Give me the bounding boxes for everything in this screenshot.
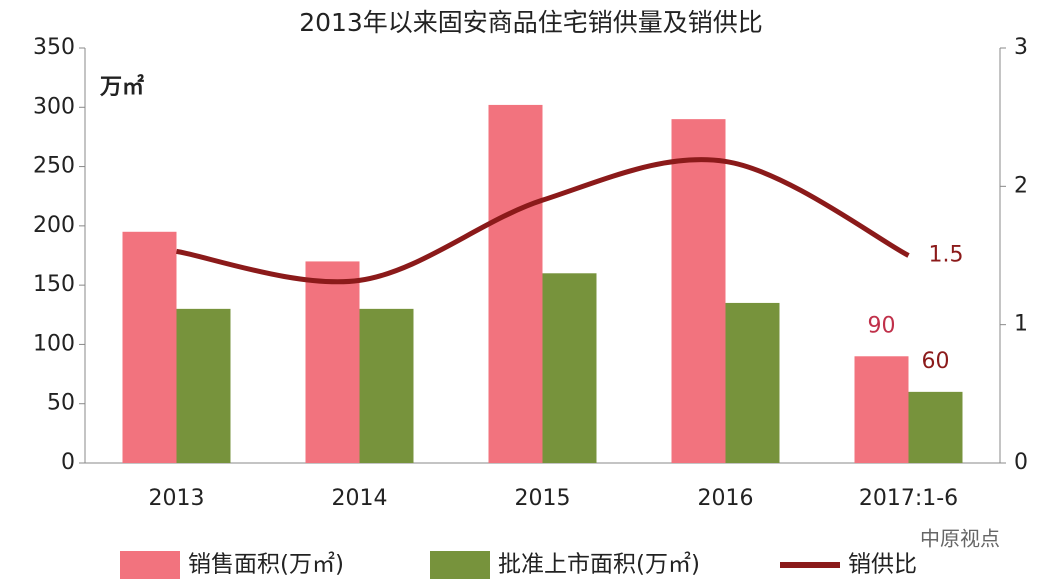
watermark: 中原视点 (920, 527, 1000, 551)
legend-swatch (430, 551, 490, 579)
y2-tick-label: 3 (1014, 35, 1028, 60)
y2-tick-label: 1 (1014, 312, 1028, 337)
line (176, 157, 910, 285)
bar (122, 231, 177, 463)
bar (908, 391, 963, 463)
data-label: 90 (868, 313, 896, 338)
y-unit: 万㎡ (99, 74, 144, 100)
y2-tick-label: 0 (1014, 450, 1028, 475)
bar (725, 302, 780, 463)
y2-tick-label: 2 (1014, 173, 1028, 198)
y-tick-label: 250 (33, 154, 75, 179)
y-tick-label: 150 (33, 272, 75, 297)
bar (176, 308, 231, 463)
y-tick-label: 100 (33, 331, 75, 356)
x-tick-label: 2016 (698, 486, 754, 511)
legend-swatch (120, 551, 180, 579)
bar (488, 104, 543, 464)
y-tick-label: 200 (33, 213, 75, 238)
y-tick-label: 300 (33, 94, 75, 119)
x-tick-label: 2015 (515, 486, 571, 511)
bar (671, 119, 726, 464)
y-tick-label: 0 (61, 450, 75, 475)
bar (854, 356, 909, 463)
x-tick-label: 2017:1-6 (859, 486, 958, 511)
legend-label: 批准上市面积(万㎡) (498, 552, 700, 578)
bar (359, 308, 414, 463)
data-label: 60 (922, 349, 950, 374)
data-label: 1.5 (929, 243, 964, 268)
x-tick-label: 2013 (149, 486, 205, 511)
chart-title: 2013年以来固安商品住宅销供量及销供比 (299, 8, 763, 37)
x-tick-label: 2014 (332, 486, 388, 511)
legend-label: 销供比 (848, 552, 917, 578)
bar (542, 273, 597, 463)
legend-label: 销售面积(万㎡) (188, 552, 344, 578)
bar (305, 261, 360, 463)
y-tick-label: 350 (33, 35, 75, 60)
y-tick-label: 50 (47, 391, 75, 416)
